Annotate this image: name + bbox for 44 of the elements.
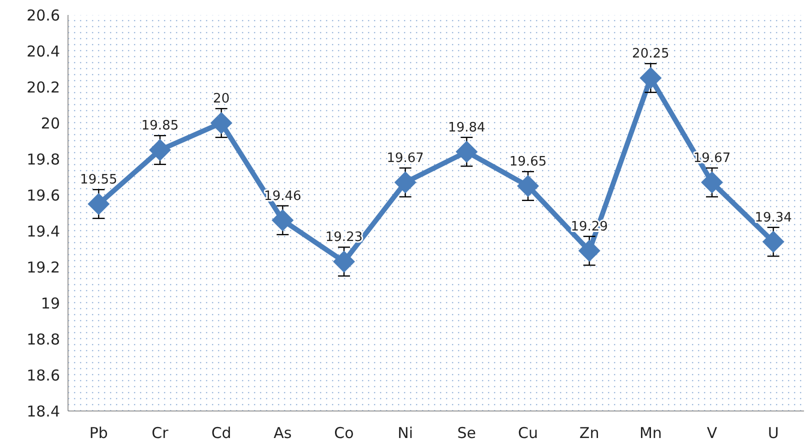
y-tick-label: 18.6 bbox=[26, 366, 60, 384]
data-label: 19.85 bbox=[141, 118, 179, 134]
y-tick-label: 20.6 bbox=[26, 6, 60, 24]
x-tick-label: As bbox=[274, 424, 292, 442]
x-tick-label: U bbox=[768, 424, 779, 442]
data-label: 19.34 bbox=[754, 210, 792, 226]
point bbox=[149, 139, 171, 161]
point bbox=[517, 175, 539, 197]
x-tick-label: Cd bbox=[211, 424, 232, 442]
point bbox=[88, 193, 110, 215]
data-label: 20 bbox=[213, 92, 230, 107]
data-label: 19.55 bbox=[80, 172, 118, 188]
x-tick-label: Zn bbox=[579, 424, 600, 442]
point bbox=[578, 240, 600, 262]
x-tick-label: Cr bbox=[152, 424, 170, 442]
x-tick-label: Pb bbox=[89, 424, 108, 442]
point bbox=[701, 171, 723, 194]
y-tick-label: 19.6 bbox=[26, 186, 60, 204]
y-tick-label: 20 bbox=[40, 114, 60, 132]
point bbox=[210, 112, 232, 134]
point bbox=[333, 250, 355, 273]
x-tick-label: Co bbox=[334, 424, 354, 442]
data-label: 20.25 bbox=[632, 46, 670, 62]
y-tick-label: 20.4 bbox=[26, 42, 60, 60]
x-tick-label: Ni bbox=[398, 424, 414, 442]
data-label: 19.84 bbox=[448, 120, 486, 136]
y-tick-label: 19.2 bbox=[26, 258, 60, 276]
y-tick-label: 18.4 bbox=[26, 402, 60, 420]
data-label: 19.67 bbox=[386, 151, 424, 166]
x-tick-label: Mn bbox=[639, 424, 662, 442]
x-tick-label: V bbox=[706, 424, 718, 442]
y-tick-label: 19.4 bbox=[26, 222, 60, 240]
point bbox=[762, 230, 784, 253]
point bbox=[640, 67, 662, 89]
point bbox=[456, 140, 478, 163]
point bbox=[394, 171, 416, 194]
y-tick-label: 20.2 bbox=[26, 78, 60, 96]
y-tick-label: 18.8 bbox=[26, 330, 60, 348]
x-tick-label: Cu bbox=[518, 424, 538, 442]
data-label: 19.65 bbox=[509, 154, 547, 170]
x-tick-label: Se bbox=[457, 424, 476, 442]
y-tick-label: 19 bbox=[40, 294, 60, 312]
point bbox=[272, 209, 294, 232]
y-tick-label: 19.8 bbox=[26, 150, 60, 168]
